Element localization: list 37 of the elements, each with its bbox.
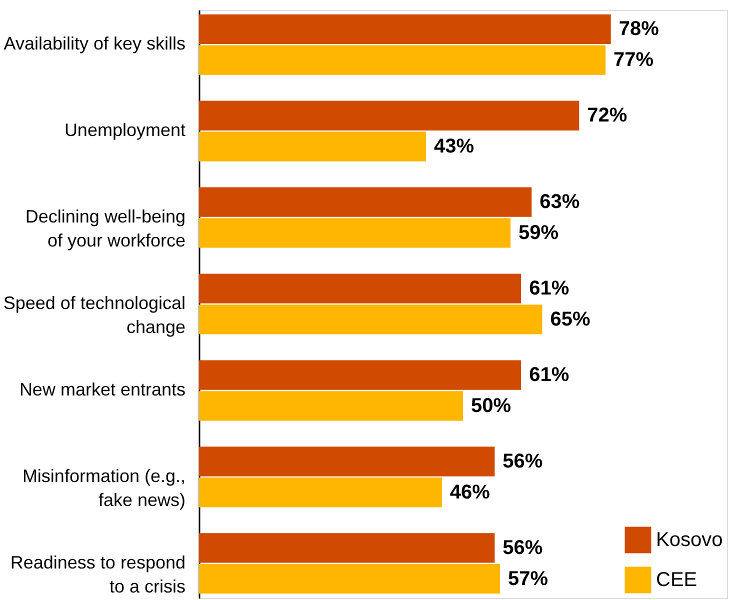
bar [199,218,511,248]
bar [199,14,611,44]
bar [199,391,463,421]
data-label: 50% [471,394,512,417]
bar [199,187,532,217]
legend-label: CEE [656,569,698,591]
bar [199,100,580,130]
data-label: 56% [502,450,543,472]
bar [199,564,500,594]
bar [199,533,495,563]
bar [199,132,426,162]
data-label: 59% [518,222,559,244]
data-label: 72% [587,104,628,127]
y-tick-label: Misinformation (e.g., fake news) [22,466,186,510]
data-label: 61% [529,364,570,386]
bar [199,478,442,508]
y-tick-label: New market entrants [19,379,186,400]
bar [199,45,606,75]
y-tick-label: Availability of key skills [4,34,186,54]
data-label: 43% [434,136,474,158]
data-label: 56% [502,536,543,559]
y-tick-label: Speed of technological change [3,293,186,337]
data-label: 61% [529,278,570,300]
bar [199,304,542,334]
y-tick-label: Unemployment [64,120,186,140]
data-label: 65% [550,308,590,330]
legend-label: Kosovo [656,529,723,551]
bar [199,274,522,304]
bar [199,446,495,476]
data-label: 46% [450,481,490,504]
y-tick-label: Readiness to respond to a crisis [10,552,186,596]
data-label: 63% [540,191,580,214]
data-label: 57% [508,568,548,590]
data-label: 78% [618,18,660,40]
y-tick-label: Declining well-being of your workforce [25,206,186,251]
data-label: 77% [614,49,654,72]
bar [199,360,522,390]
